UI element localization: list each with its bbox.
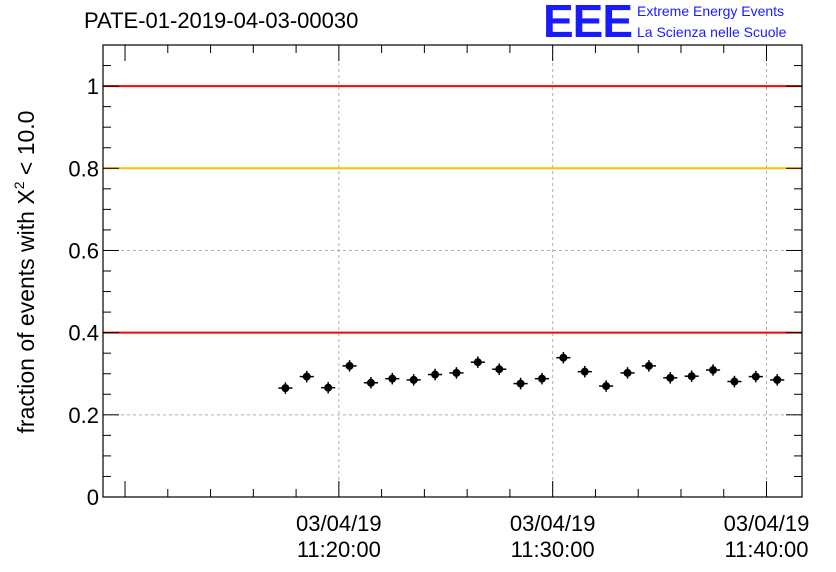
- data-marker: [773, 375, 782, 384]
- y-tick-label: 0.6: [68, 238, 99, 263]
- y-tick-label: 0.8: [68, 156, 99, 181]
- data-point: [342, 360, 357, 372]
- data-point: [363, 377, 378, 389]
- logo-subtitle-line1: Extreme Energy Events: [637, 3, 785, 19]
- data-point: [385, 372, 400, 385]
- data-point: [449, 367, 464, 379]
- data-point: [663, 372, 678, 384]
- logo-subtitle-line2: La Scienza nelle Scuole: [637, 24, 787, 40]
- x-tick-label-time: 11:20:00: [297, 537, 381, 562]
- y-axis-label-main: fraction of events with X: [13, 189, 39, 433]
- data-marker: [431, 370, 440, 379]
- svg-text:fraction of events with X2 < 1: fraction of events with X2 < 10.0: [11, 111, 39, 434]
- data-point: [534, 372, 550, 385]
- plot-frame: [102, 44, 803, 498]
- data-point: [278, 382, 293, 394]
- data-marker: [409, 375, 418, 384]
- data-point: [299, 370, 314, 383]
- data-marker: [516, 379, 525, 388]
- y-axis-label-superscript: 2: [11, 181, 27, 189]
- data-marker: [452, 368, 461, 377]
- data-points: [278, 351, 785, 394]
- data-marker: [730, 377, 739, 386]
- x-tick-label-date: 03/04/19: [296, 511, 382, 536]
- eee-logo-mark: EEE: [543, 0, 633, 47]
- x-tick-label-time: 11:40:00: [724, 537, 808, 562]
- data-point: [406, 374, 421, 386]
- x-tick-label-date: 03/04/19: [724, 511, 810, 536]
- chart-title: PATE-01-2019-04-03-00030: [84, 8, 359, 33]
- data-marker: [388, 374, 397, 383]
- reference-lines: [103, 85, 802, 334]
- data-point: [599, 380, 614, 392]
- y-axis-label: fraction of events with X2 < 10.0: [11, 111, 39, 434]
- y-tick-label: 0.2: [68, 403, 99, 428]
- data-marker: [537, 374, 546, 383]
- y-axis-label-tail: < 10.0: [13, 111, 39, 182]
- data-point: [684, 370, 699, 382]
- data-marker: [366, 378, 375, 387]
- data-marker: [709, 366, 718, 375]
- data-point: [577, 365, 592, 378]
- tick-labels: 00.20.40.60.8103/04/1911:20:0003/04/1911…: [68, 74, 809, 562]
- data-marker: [644, 361, 653, 370]
- data-marker: [751, 372, 760, 381]
- data-point: [556, 351, 571, 364]
- plot-frame-rect: [102, 44, 803, 498]
- data-marker: [580, 367, 589, 376]
- data-point: [727, 375, 742, 388]
- data-marker: [623, 368, 632, 377]
- data-point: [492, 363, 507, 375]
- y-tick-label: 0: [87, 485, 99, 510]
- data-marker: [281, 384, 290, 393]
- data-point: [770, 374, 785, 386]
- data-marker: [602, 382, 611, 391]
- data-marker: [559, 353, 568, 362]
- x-tick-label-time: 11:30:00: [511, 537, 595, 562]
- data-point: [748, 370, 763, 383]
- data-marker: [495, 365, 504, 374]
- data-point: [428, 368, 443, 381]
- data-point: [705, 364, 721, 376]
- y-tick-label: 1: [87, 74, 99, 99]
- data-point: [470, 356, 485, 368]
- data-point: [641, 360, 656, 372]
- data-point: [620, 367, 635, 379]
- data-marker: [687, 372, 696, 381]
- data-marker: [473, 358, 482, 367]
- data-marker: [666, 373, 675, 382]
- axis-ticks: [103, 44, 802, 498]
- eee-logo: EEE Extreme Energy Events La Scienza nel…: [543, 0, 833, 46]
- data-marker: [324, 383, 333, 392]
- data-point: [513, 377, 528, 390]
- grid-lines: [103, 45, 802, 497]
- data-marker: [345, 361, 354, 370]
- x-tick-label-date: 03/04/19: [510, 511, 596, 536]
- y-tick-label: 0.4: [68, 321, 99, 346]
- data-marker: [302, 372, 311, 381]
- data-point: [321, 381, 336, 394]
